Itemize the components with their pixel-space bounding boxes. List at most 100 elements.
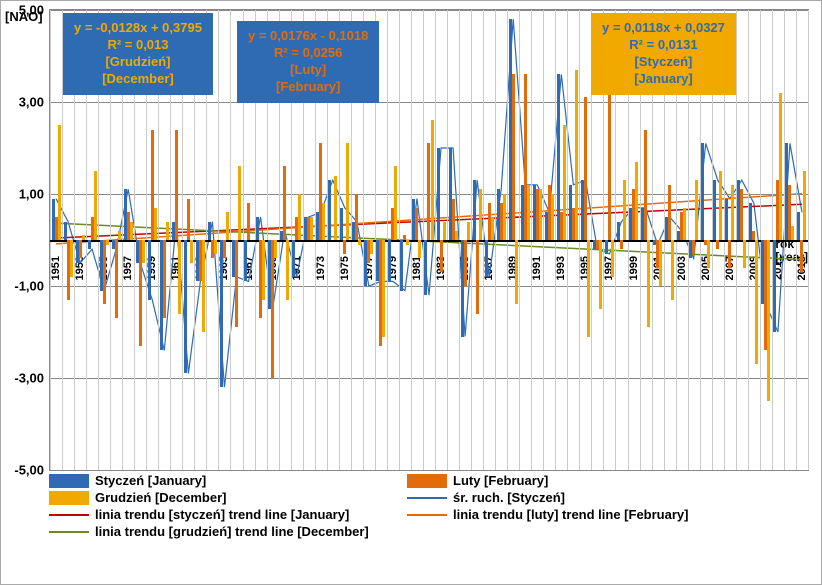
bar-february [512, 74, 515, 240]
bar-december [406, 240, 409, 245]
bar-january [340, 208, 343, 240]
bar-february [223, 240, 226, 258]
bar-december [346, 143, 349, 240]
bar-december [635, 162, 638, 240]
bar-december [491, 217, 494, 240]
bar-december [226, 212, 229, 240]
bar-december [274, 240, 277, 258]
bar-january [485, 240, 488, 277]
bar-february [464, 240, 467, 286]
bar-december [58, 125, 61, 240]
y-tick-label: 1,00 [19, 187, 44, 202]
bar-december [190, 240, 193, 263]
bar-february [187, 199, 190, 240]
bar-february [716, 240, 719, 249]
bar-december [743, 240, 746, 268]
bar-february [800, 240, 803, 272]
x-tick-label: 1957 [122, 256, 134, 280]
bar-january [208, 222, 211, 240]
bar-december [106, 240, 109, 245]
bar-december [659, 240, 662, 286]
bar-december [467, 222, 470, 240]
bar-december [118, 231, 121, 240]
equation-box: y = 0,0176x - 0,1018R² = 0,0256[Luty][Fe… [237, 21, 379, 103]
bar-december [791, 226, 794, 240]
legend-label: Grudzień [December] [95, 490, 226, 505]
bar-february [740, 189, 743, 240]
bar-february [415, 208, 418, 240]
x-tick-label: 1993 [555, 256, 567, 280]
bar-january [88, 240, 91, 249]
bar-december [719, 171, 722, 240]
legend-swatch [49, 491, 89, 505]
y-tick-label: -5,00 [14, 463, 44, 478]
bar-december [298, 194, 301, 240]
bar-december [779, 93, 782, 240]
y-tick-label: 3,00 [19, 95, 44, 110]
bar-december [358, 240, 361, 245]
legend-item: linia trendu [luty] trend line [February… [407, 507, 747, 522]
bar-february [163, 240, 166, 318]
bar-december [623, 180, 626, 240]
bar-december [671, 240, 674, 300]
bar-february [175, 130, 178, 240]
legend-item: Styczeń [January] [49, 473, 389, 488]
bar-december [431, 120, 434, 240]
y-tick-label: 5,00 [19, 3, 44, 18]
legend-item: śr. ruch. [Styczeń] [407, 490, 747, 505]
bar-february [115, 240, 118, 318]
chart-container: [NAO] rok [year] 19511953195519571959196… [0, 0, 822, 585]
bar-december [262, 240, 265, 300]
bar-february [608, 84, 611, 240]
bar-january [400, 240, 403, 291]
bar-february [668, 185, 671, 240]
bar-december [154, 208, 157, 240]
bar-december [803, 171, 806, 240]
legend-label: linia trendu [luty] trend line [February… [453, 507, 688, 522]
bar-february [476, 240, 479, 314]
bar-january [256, 217, 259, 240]
bar-january [437, 148, 440, 240]
bar-february [644, 130, 647, 240]
legend-item: linia trendu [grudzień] trend line [Dece… [49, 524, 389, 539]
y-tick-label: -3,00 [14, 371, 44, 386]
x-tick-label: 1999 [628, 256, 640, 280]
bar-january [148, 240, 151, 300]
bar-january [773, 240, 776, 332]
bar-february [752, 231, 755, 240]
bar-december [310, 217, 313, 240]
bar-december [539, 189, 542, 240]
bar-december [418, 240, 421, 258]
bar-december [683, 208, 686, 240]
bar-december [503, 194, 506, 240]
bar-december [142, 240, 145, 263]
bar-january [184, 240, 187, 373]
x-tick-label: 1951 [50, 256, 62, 280]
legend-swatch [407, 497, 447, 499]
bar-december [334, 176, 337, 240]
bar-december [599, 240, 602, 309]
legend-swatch [49, 531, 89, 533]
bar-december [695, 180, 698, 240]
legend: Styczeń [January]Luty [February]Grudzień… [49, 473, 807, 541]
legend-label: Styczeń [January] [95, 473, 206, 488]
bar-december [70, 240, 73, 277]
bar-december [238, 166, 241, 240]
bar-december [130, 222, 133, 240]
bar-december [214, 240, 217, 254]
equation-box: y = 0,0118x + 0,0327R² = 0,0131[Styczeń]… [591, 13, 736, 95]
bar-december [166, 222, 169, 240]
bar-december [551, 194, 554, 240]
bar-december [178, 240, 181, 314]
bar-february [692, 240, 695, 254]
bar-january [725, 199, 728, 240]
legend-label: linia trendu [grudzień] trend line [Dece… [95, 524, 369, 539]
bar-december [515, 240, 518, 304]
bar-december [575, 70, 578, 240]
bar-january [605, 240, 608, 254]
bar-december [82, 235, 85, 240]
bar-december [563, 125, 566, 240]
bar-december [755, 240, 758, 364]
bar-december [370, 240, 373, 254]
bar-december [527, 185, 530, 240]
